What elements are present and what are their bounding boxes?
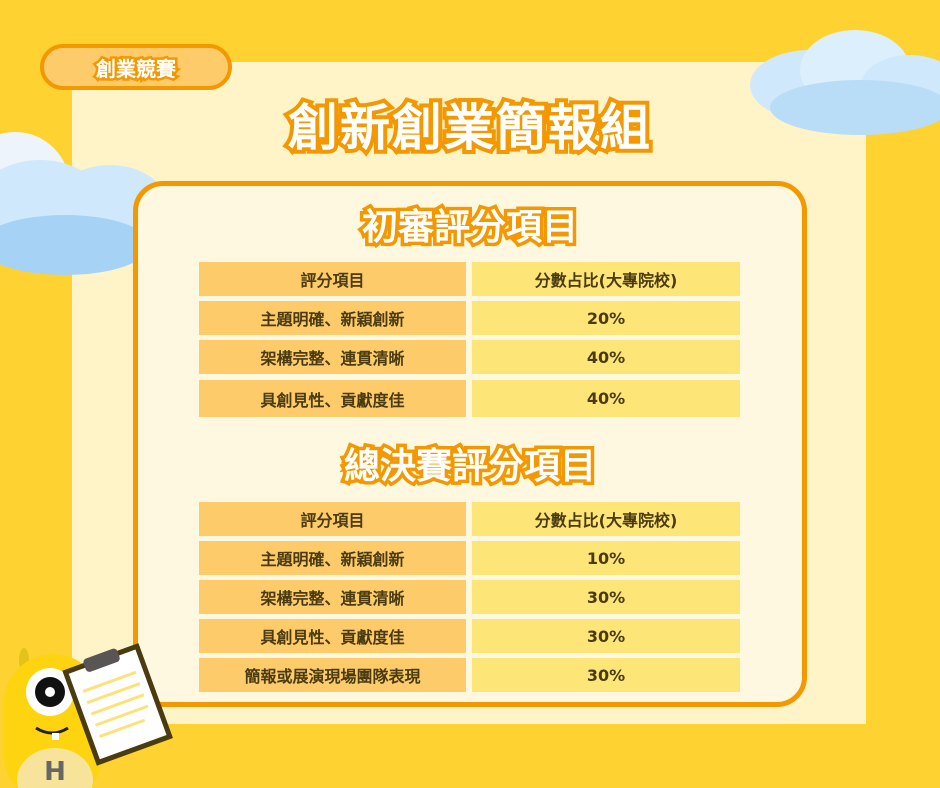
table-row: 簡報或展演現場團隊表現 30% (199, 658, 740, 692)
category-badge: 創業競賽 (40, 44, 232, 90)
table-row: 具創見性、貢獻度佳 30% (199, 619, 740, 653)
table-header: 評分項目 分數占比(大專院校) (199, 262, 740, 296)
item-cell: 架構完整、連貫清晰 (199, 340, 466, 374)
mascot-letter: H (44, 757, 66, 787)
ratio-cell: 30% (472, 580, 740, 614)
mascot-illustration: H (4, 643, 173, 788)
ratio-cell: 10% (472, 541, 740, 575)
header-item: 評分項目 (199, 262, 466, 296)
item-cell: 具創見性、貢獻度佳 (199, 619, 466, 653)
table-row: 主題明確、新穎創新 20% (199, 301, 740, 335)
header-item: 評分項目 (199, 502, 466, 536)
table-row: 具創見性、貢獻度佳 40% (199, 380, 740, 417)
ratio-cell: 40% (472, 380, 740, 417)
ratio-cell: 30% (472, 619, 740, 653)
ratio-cell: 20% (472, 301, 740, 335)
item-cell: 主題明確、新穎創新 (199, 541, 466, 575)
item-cell: 具創見性、貢獻度佳 (199, 380, 466, 417)
table-row: 架構完整、連貫清晰 30% (199, 580, 740, 614)
table-row: 架構完整、連貫清晰 40% (199, 340, 740, 374)
clipboard-icon (62, 643, 173, 766)
ratio-cell: 40% (472, 340, 740, 374)
item-cell: 架構完整、連貫清晰 (199, 580, 466, 614)
table-row: 主題明確、新穎創新 10% (199, 541, 740, 575)
mascot-belly (17, 748, 93, 788)
final-heading: 總決賽評分項目 (340, 443, 599, 491)
table-header: 評分項目 分數占比(大專院校) (199, 502, 740, 536)
header-ratio: 分數占比(大專院校) (472, 502, 740, 536)
item-cell: 簡報或展演現場團隊表現 (199, 658, 466, 692)
header-ratio: 分數占比(大專院校) (472, 262, 740, 296)
ratio-cell: 30% (472, 658, 740, 692)
badge-label: 創業競賽 (94, 54, 179, 83)
item-cell: 主題明確、新穎創新 (199, 301, 466, 335)
page-title: 創新創業簡報組 (284, 95, 654, 161)
preliminary-heading: 初審評分項目 (358, 204, 581, 252)
